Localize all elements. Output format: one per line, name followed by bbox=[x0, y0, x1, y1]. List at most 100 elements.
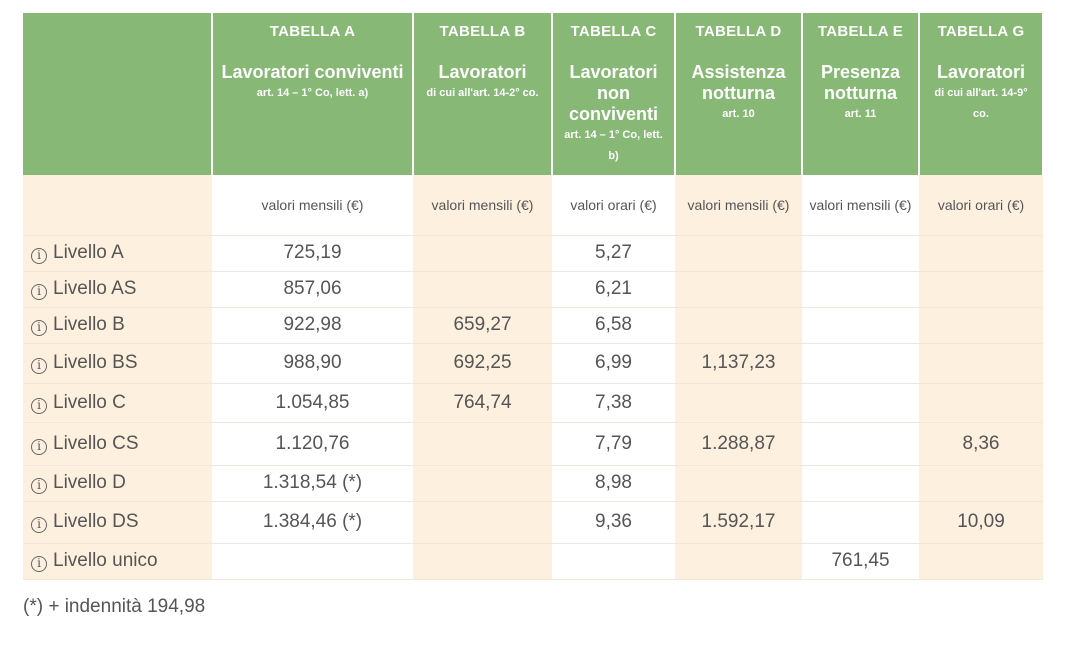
table-cell: 857,06 bbox=[212, 271, 413, 308]
table-cell bbox=[919, 271, 1043, 308]
table-cell: 692,25 bbox=[413, 343, 552, 384]
row-label-text: Livello AS bbox=[53, 278, 137, 299]
table-cell bbox=[802, 422, 919, 466]
units-row-label bbox=[23, 175, 212, 236]
salary-table: TABELLA A Lavoratori conviventi art. 14 –… bbox=[23, 13, 1044, 580]
units-row: valori mensili (€) valori mensili (€) valo… bbox=[23, 175, 1043, 236]
table-row: i Livello D 1.318,54 (*) 8,98 bbox=[23, 465, 1043, 502]
table-cell: 5,27 bbox=[552, 235, 675, 272]
table-cell: 8,98 bbox=[552, 465, 675, 502]
table-cell: 6,58 bbox=[552, 307, 675, 344]
table-cell bbox=[919, 307, 1043, 344]
table-cell: 1.054,85 bbox=[212, 383, 413, 423]
table-cell: 922,98 bbox=[212, 307, 413, 344]
header-table-name: TABELLA A bbox=[269, 23, 356, 40]
info-circle-icon[interactable]: i bbox=[31, 248, 47, 264]
table-row: i Livello AS 857,06 6,21 bbox=[23, 271, 1043, 308]
row-label[interactable]: i Livello CS bbox=[23, 422, 212, 466]
table-cell: 9,36 bbox=[552, 501, 675, 544]
header-title: Lavoratori bbox=[936, 62, 1026, 82]
info-circle-icon[interactable]: i bbox=[31, 438, 47, 455]
table-cell: 7,38 bbox=[552, 383, 675, 423]
table-cell bbox=[802, 501, 919, 544]
table-cell bbox=[802, 307, 919, 344]
header-title: Assistenza notturna bbox=[691, 62, 786, 103]
table-row: i Livello DS 1.384,46 (*) 9,36 1.592,17 10,09 bbox=[23, 501, 1043, 544]
table-row: i Livello unico 761,45 bbox=[23, 543, 1043, 580]
header-title: Lavoratori non conviventi bbox=[568, 62, 659, 124]
table-cell: 1.120,76 bbox=[212, 422, 413, 466]
row-label[interactable]: i Livello C bbox=[23, 383, 212, 423]
row-label-text: Livello CS bbox=[53, 432, 139, 454]
info-circle-icon[interactable]: i bbox=[31, 358, 47, 374]
units-cell: valori mensili (€) bbox=[802, 175, 919, 236]
row-label-text: Livello unico bbox=[53, 550, 158, 571]
info-circle-icon[interactable]: i bbox=[31, 517, 47, 533]
row-label-text: Livello DS bbox=[53, 511, 139, 532]
table-cell bbox=[919, 465, 1043, 502]
header-table-name: TABELLA B bbox=[439, 23, 526, 40]
info-circle-icon[interactable]: i bbox=[31, 478, 47, 494]
table-cell bbox=[413, 422, 552, 466]
table-cell: 764,74 bbox=[413, 383, 552, 423]
units-cell: valori mensili (€) bbox=[413, 175, 552, 236]
table-cell: 8,36 bbox=[919, 422, 1043, 466]
header-table-name: TABELLA E bbox=[817, 23, 904, 40]
row-label-text: Livello C bbox=[53, 391, 126, 413]
header-table-name: TABELLA D bbox=[695, 23, 782, 40]
header-tabella-3: TABELLA D Assistenza notturna art. 10 bbox=[674, 13, 803, 175]
header-subtitle: art. 10 bbox=[722, 108, 755, 120]
row-label-text: Livello D bbox=[53, 472, 126, 493]
table-cell bbox=[802, 343, 919, 384]
row-label[interactable]: i Livello DS bbox=[23, 501, 212, 544]
table-cell: 1.592,17 bbox=[675, 501, 802, 544]
table-cell bbox=[675, 543, 802, 580]
header-blank-cell bbox=[23, 13, 213, 175]
salary-table-container: TABELLA A Lavoratori conviventi art. 14 –… bbox=[23, 13, 1044, 580]
table-cell: 659,27 bbox=[413, 307, 552, 344]
info-circle-icon[interactable]: i bbox=[31, 320, 47, 336]
table-cell: 1,137,23 bbox=[675, 343, 802, 384]
header-tabella-1: TABELLA B Lavoratori di cui all'art. 14-2°… bbox=[412, 13, 553, 175]
footnote: (*) + indennità 194,98 bbox=[23, 596, 206, 617]
units-cell: valori orari (€) bbox=[919, 175, 1043, 236]
table-cell bbox=[675, 235, 802, 272]
table-cell: 1.384,46 (*) bbox=[212, 501, 413, 544]
table-cell bbox=[675, 465, 802, 502]
table-row: i Livello C 1.054,85 764,74 7,38 bbox=[23, 383, 1043, 423]
header-tabella-4: TABELLA E Presenza notturna art. 11 bbox=[801, 13, 920, 175]
table-cell: 6,21 bbox=[552, 271, 675, 308]
row-label[interactable]: i Livello A bbox=[23, 235, 212, 272]
header-title: Lavoratori bbox=[438, 62, 527, 82]
info-circle-icon[interactable]: i bbox=[31, 556, 47, 572]
table-cell bbox=[413, 501, 552, 544]
units-cell: valori mensili (€) bbox=[212, 175, 413, 236]
row-label[interactable]: i Livello BS bbox=[23, 343, 212, 384]
header-subtitle: art. 11 bbox=[844, 108, 877, 120]
table-cell bbox=[802, 271, 919, 308]
table-cell bbox=[552, 543, 675, 580]
header-title: Lavoratori conviventi bbox=[221, 62, 404, 82]
row-label[interactable]: i Livello unico bbox=[23, 543, 212, 580]
table-cell: 7,79 bbox=[552, 422, 675, 466]
table-row: i Livello CS 1.120,76 7,79 1.288,87 8,36 bbox=[23, 422, 1043, 466]
info-circle-icon[interactable]: i bbox=[31, 397, 47, 414]
table-cell bbox=[675, 383, 802, 423]
header-table-name: TABELLA G bbox=[937, 23, 1025, 40]
table-cell: 1.318,54 (*) bbox=[212, 465, 413, 502]
table-row: i Livello BS 988,90 692,25 6,99 1,137,23 bbox=[23, 343, 1043, 384]
table-cell bbox=[675, 307, 802, 344]
row-label-text: Livello BS bbox=[53, 352, 138, 373]
table-row: i Livello B 922,98 659,27 6,58 bbox=[23, 307, 1043, 344]
row-label[interactable]: i Livello B bbox=[23, 307, 212, 344]
table-cell bbox=[675, 271, 802, 308]
table-cell: 10,09 bbox=[919, 501, 1043, 544]
row-label[interactable]: i Livello D bbox=[23, 465, 212, 502]
row-label-text: Livello B bbox=[53, 314, 125, 335]
table-cell bbox=[413, 235, 552, 272]
row-label[interactable]: i Livello AS bbox=[23, 271, 212, 308]
info-circle-icon[interactable]: i bbox=[31, 284, 47, 300]
units-cell: valori mensili (€) bbox=[675, 175, 802, 236]
table-cell bbox=[802, 383, 919, 423]
table-cell bbox=[919, 383, 1043, 423]
